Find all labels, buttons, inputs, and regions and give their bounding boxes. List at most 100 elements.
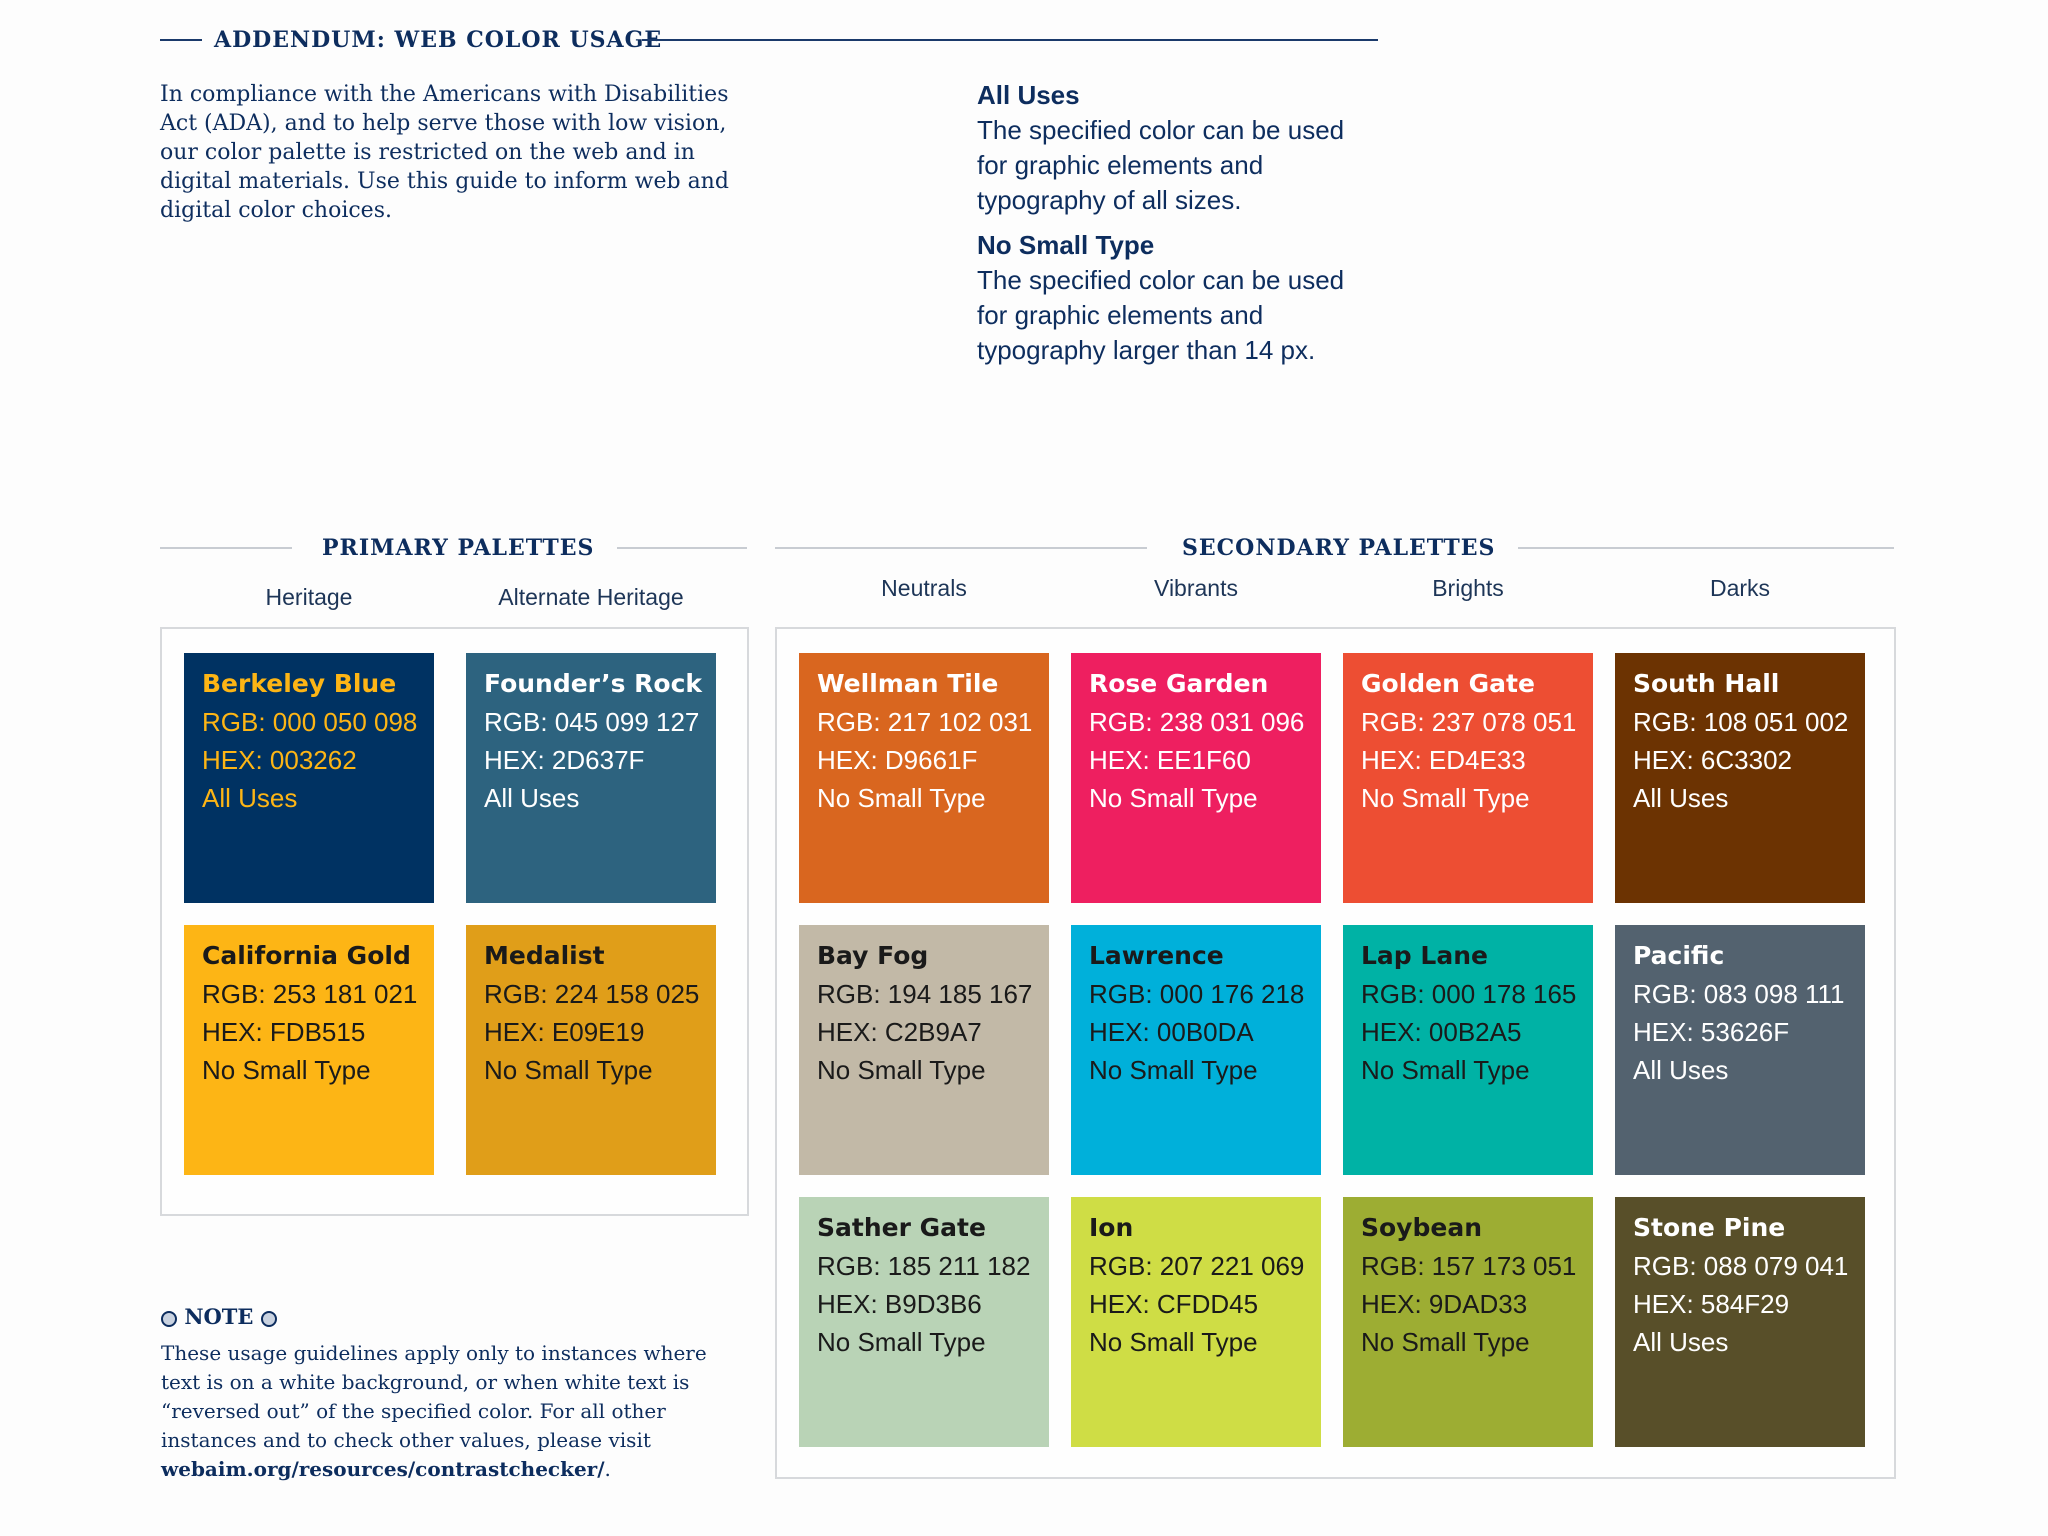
swatch-rgb: RGB: 088 079 041 (1633, 1251, 1849, 1281)
swatch-rgb: RGB: 185 211 182 (817, 1251, 1031, 1281)
column-darks: Darks (1709, 575, 1771, 601)
header-rule-left (160, 39, 202, 41)
swatch-rgb: RGB: 237 078 051 (1361, 707, 1577, 737)
swatch-name: Medalist (484, 941, 605, 970)
color-swatch: Wellman Tile RGB: 217 102 031 HEX: D9661F N… (799, 653, 1049, 903)
primary-rule-right (617, 547, 747, 549)
color-swatch: Lawrence RGB: 000 176 218 HEX: 00B0DA No Sm… (1071, 925, 1321, 1175)
swatch-usage: All Uses (202, 783, 298, 813)
secondary-palettes-title: SECONDARY PALETTES (1182, 535, 1496, 561)
swatch-rgb: RGB: 000 176 218 (1089, 979, 1305, 1009)
color-swatch: Stone Pine RGB: 088 079 041 HEX: 584F29 All… (1615, 1197, 1865, 1447)
swatch-name: Berkeley Blue (202, 669, 397, 698)
swatch-hex: HEX: 53626F (1633, 1017, 1790, 1047)
swatch-hex: HEX: FDB515 (202, 1017, 366, 1047)
column-brights: Brights (1432, 575, 1504, 601)
swatch-usage: No Small Type (1089, 1055, 1258, 1085)
legend-no-small-title: No Small Type (977, 230, 1155, 260)
secondary-rule-left (775, 547, 1147, 549)
legend-all-uses-title: All Uses (977, 80, 1080, 110)
swatch-hex: HEX: B9D3B6 (817, 1289, 982, 1319)
swatch-usage: No Small Type (1361, 1055, 1530, 1085)
swatch-rgb: RGB: 217 102 031 (817, 707, 1033, 737)
swatch-usage: All Uses (1633, 783, 1729, 813)
swatch-hex: HEX: E09E19 (484, 1017, 645, 1047)
intro-paragraph: In compliance with the Americans with Di… (160, 82, 729, 223)
primary-palettes-title: PRIMARY PALETTES (322, 535, 595, 561)
swatch-rgb: RGB: 157 173 051 (1361, 1251, 1577, 1281)
swatch-hex: HEX: 2D637F (484, 745, 645, 775)
color-swatch: Founder’s Rock RGB: 045 099 127 HEX: 2D637… (466, 653, 716, 903)
swatch-rgb: RGB: 253 181 021 (202, 979, 418, 1009)
swatch-rgb: RGB: 224 158 025 (484, 979, 700, 1009)
swatch-name: California Gold (202, 941, 411, 970)
column-heritage: Heritage (265, 584, 353, 610)
swatch-name: Rose Garden (1089, 669, 1269, 698)
swatch-hex: HEX: 00B0DA (1089, 1017, 1254, 1047)
swatch-usage: No Small Type (1361, 783, 1530, 813)
swatch-hex: HEX: 9DAD33 (1361, 1289, 1528, 1319)
swatch-name: South Hall (1633, 669, 1780, 698)
secondary-rule-right (1518, 547, 1894, 549)
swatch-rgb: RGB: 238 031 096 (1089, 707, 1305, 737)
column-vibrants: Vibrants (1154, 575, 1238, 601)
swatch-hex: HEX: 6C3302 (1633, 745, 1792, 775)
color-swatch: Berkeley Blue RGB: 000 050 098 HEX: 003262… (184, 653, 434, 903)
swatch-name: Wellman Tile (817, 669, 999, 698)
swatch-hex: HEX: D9661F (817, 745, 978, 775)
swatch-usage: All Uses (1633, 1327, 1729, 1357)
swatch-hex: HEX: ED4E33 (1361, 745, 1526, 775)
swatch-name: Founder’s Rock (484, 669, 703, 698)
note-link-suffix: . (604, 1457, 611, 1481)
color-swatch: Pacific RGB: 083 098 111 HEX: 53626F All Us… (1615, 925, 1865, 1175)
swatch-name: Soybean (1361, 1213, 1482, 1242)
note-title: NOTE (184, 1304, 254, 1329)
swatch-usage: No Small Type (817, 1055, 986, 1085)
swatch-usage: No Small Type (817, 783, 986, 813)
color-swatch: South Hall RGB: 108 051 002 HEX: 6C3302 All… (1615, 653, 1865, 903)
primary-rule-left (160, 547, 292, 549)
color-swatch: California Gold RGB: 253 181 021 HEX: FDB5… (184, 925, 434, 1175)
swatch-hex: HEX: C2B9A7 (817, 1017, 982, 1047)
legend-all-uses-text: The specified color can be used for grap… (977, 115, 1345, 215)
color-swatch: Golden Gate RGB: 237 078 051 HEX: ED4E33 No… (1343, 653, 1593, 903)
swatch-hex: HEX: 584F29 (1633, 1289, 1790, 1319)
swatch-usage: No Small Type (1361, 1327, 1530, 1357)
swatch-usage: No Small Type (1089, 1327, 1258, 1357)
color-swatch: Ion RGB: 207 221 069 HEX: CFDD45 No Small T… (1071, 1197, 1321, 1447)
note-text: These usage guidelines apply only to ins… (161, 1341, 707, 1452)
color-swatch: Medalist RGB: 224 158 025 HEX: E09E19 No Sm… (466, 925, 716, 1175)
swatch-rgb: RGB: 194 185 167 (817, 979, 1033, 1009)
column-alternate-heritage: Alternate Heritage (498, 584, 684, 610)
swatch-name: Lawrence (1089, 941, 1224, 970)
swatch-usage: No Small Type (817, 1327, 986, 1357)
swatch-name: Pacific (1633, 941, 1725, 970)
swatch-rgb: RGB: 108 051 002 (1633, 707, 1849, 737)
legend-no-small-text: The specified color can be used for grap… (977, 265, 1345, 365)
swatch-rgb: RGB: 000 178 165 (1361, 979, 1577, 1009)
header-rule-right (642, 39, 1378, 41)
swatch-rgb: RGB: 207 221 069 (1089, 1251, 1305, 1281)
swatch-hex: HEX: 003262 (202, 745, 357, 775)
note-bullet-icon (161, 1310, 177, 1327)
swatch-hex: HEX: 00B2A5 (1361, 1017, 1522, 1047)
color-swatch: Rose Garden RGB: 238 031 096 HEX: EE1F60 No… (1071, 653, 1321, 903)
note-heading: NOTE (161, 1304, 277, 1329)
swatch-name: Golden Gate (1361, 669, 1535, 698)
swatch-hex: HEX: EE1F60 (1089, 745, 1251, 775)
contrast-checker-link[interactable]: webaim.org/resources/contrastchecker/ (161, 1457, 605, 1481)
color-swatch: Lap Lane RGB: 000 178 165 HEX: 00B2A5 No Sm… (1343, 925, 1593, 1175)
swatch-name: Lap Lane (1361, 941, 1488, 970)
swatch-usage: No Small Type (484, 1055, 653, 1085)
swatch-usage: No Small Type (1089, 783, 1258, 813)
swatch-name: Bay Fog (817, 941, 929, 970)
swatch-usage: All Uses (484, 783, 580, 813)
color-swatch: Sather Gate RGB: 185 211 182 HEX: B9D3B6 No… (799, 1197, 1049, 1447)
swatch-name: Ion (1089, 1213, 1134, 1242)
swatch-rgb: RGB: 045 099 127 (484, 707, 700, 737)
column-neutrals: Neutrals (881, 575, 967, 601)
swatch-rgb: RGB: 083 098 111 (1633, 979, 1845, 1009)
swatch-usage: No Small Type (202, 1055, 371, 1085)
note-bullet-icon (260, 1310, 277, 1327)
color-swatch: Bay Fog RGB: 194 185 167 HEX: C2B9A7 No Sma… (799, 925, 1049, 1175)
